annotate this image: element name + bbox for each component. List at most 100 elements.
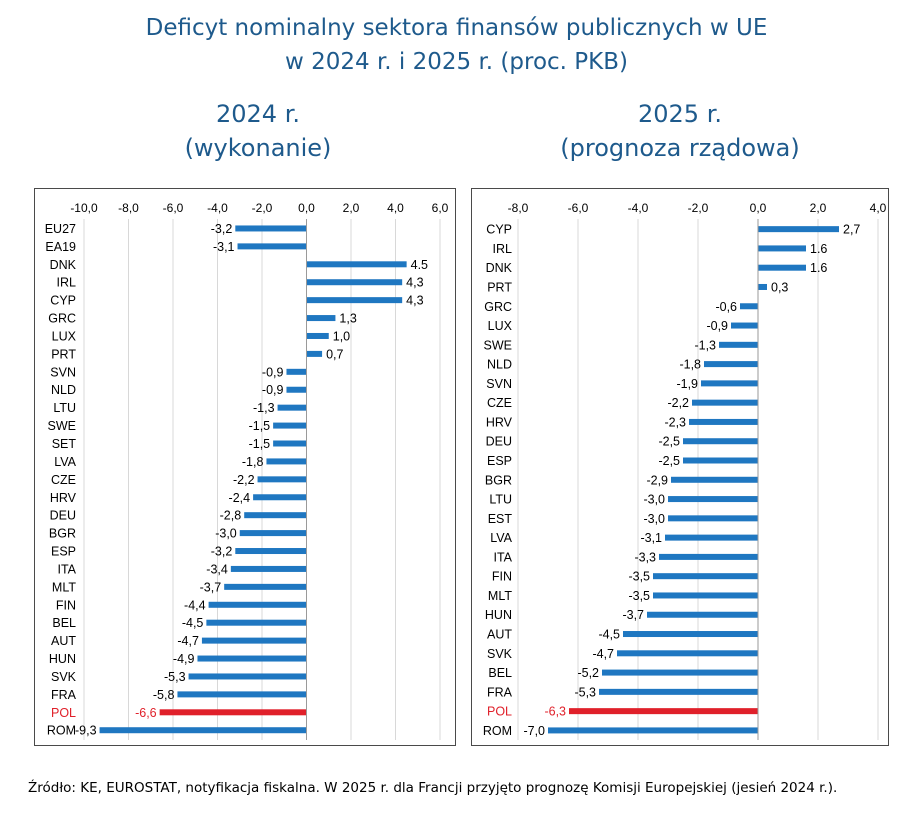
- left-tick-label: -2,0: [252, 201, 273, 215]
- left-category-label: ROM: [47, 724, 76, 738]
- right-tick-label: 0,0: [750, 201, 767, 215]
- right-bar-fra: [599, 688, 758, 695]
- right-bar-mlt: [653, 592, 758, 599]
- left-bar-cyp: [306, 297, 403, 304]
- right-category-label: EST: [488, 512, 513, 526]
- right-value-label: -3,5: [628, 589, 650, 603]
- left-category-label: CYP: [50, 294, 76, 308]
- right-category-label: FIN: [492, 570, 512, 584]
- left-bar-esp: [235, 548, 307, 555]
- left-category-label: LTU: [53, 401, 76, 415]
- left-bar-aut: [201, 637, 307, 644]
- left-bar-pol: [159, 709, 307, 716]
- right-category-label: HRV: [486, 415, 513, 429]
- right-category-label: HUN: [485, 608, 512, 622]
- right-tick-label: 2,0: [810, 201, 827, 215]
- left-bar-prt: [306, 350, 323, 357]
- right-category-label: BGR: [485, 473, 512, 487]
- right-bar-bel: [602, 669, 758, 676]
- right-bar-nld: [704, 361, 758, 368]
- right-category-label: CZE: [487, 396, 512, 410]
- left-value-label: -2,2: [233, 473, 255, 487]
- left-value-label: -1,8: [242, 455, 264, 469]
- right-value-label: -5,2: [577, 666, 599, 680]
- right-value-label: -4,5: [598, 628, 620, 642]
- left-tick-label: -6,0: [163, 201, 184, 215]
- right-value-label: -3,3: [634, 550, 656, 564]
- left-bar-set: [273, 440, 307, 447]
- right-category-label: MLT: [488, 589, 512, 603]
- chart-title-line2: w 2024 r. i 2025 r. (proc. PKB): [284, 49, 628, 75]
- left-value-label: -4,7: [177, 634, 199, 648]
- left-category-label: CZE: [51, 473, 76, 487]
- right-value-label: -3,0: [643, 512, 665, 526]
- left-category-label: NLD: [51, 383, 76, 397]
- right-value-label: -3,5: [628, 570, 650, 584]
- right-category-label: CYP: [486, 223, 512, 237]
- right-value-label: -1,9: [676, 377, 698, 391]
- left-category-label: LVA: [54, 455, 76, 469]
- right-category-label: LVA: [490, 531, 512, 545]
- right-category-label: DNK: [486, 261, 513, 275]
- right-tick-label: -4,0: [628, 201, 649, 215]
- left-tick-label: -4,0: [207, 201, 228, 215]
- left-value-label: -4,4: [184, 598, 206, 612]
- right-category-label: SVN: [486, 377, 512, 391]
- right-value-label: -1,8: [679, 358, 701, 372]
- right-bar-grc: [740, 303, 758, 310]
- left-category-label: IRL: [57, 276, 77, 290]
- right-bar-swe: [719, 341, 758, 348]
- left-bar-mlt: [224, 583, 307, 590]
- right-bar-prt: [758, 283, 767, 290]
- left-bar-eu27: [235, 225, 307, 232]
- right-bar-hun: [647, 611, 758, 618]
- left-bar-ita: [230, 565, 307, 572]
- left-value-label: -3,2: [211, 222, 233, 236]
- left-tick-label: 6,0: [432, 201, 449, 215]
- right-tick-label: -8,0: [508, 201, 529, 215]
- right-bar-svk: [617, 650, 758, 657]
- right-category-label: ROM: [483, 724, 512, 738]
- left-category-label: GRC: [48, 312, 76, 326]
- left-category-label: BEL: [52, 616, 76, 630]
- left-bar-rom: [99, 727, 307, 734]
- left-category-label: AUT: [51, 634, 76, 648]
- right-category-label: FRA: [487, 685, 513, 699]
- left-panel-title-line2: (wykonanie): [184, 134, 332, 162]
- right-value-label: -0,6: [715, 300, 737, 314]
- left-category-label: SVN: [50, 365, 76, 379]
- left-value-label: -2,8: [220, 509, 242, 523]
- right-bar-lva: [665, 534, 758, 541]
- right-value-label: -4,7: [592, 647, 614, 661]
- right-panel-title-line2: (prognoza rządowa): [560, 134, 800, 162]
- left-bar-svk: [188, 673, 307, 680]
- left-bar-grc: [306, 315, 336, 322]
- right-value-label: -2,5: [658, 454, 680, 468]
- left-category-label: SWE: [48, 419, 76, 433]
- left-category-label: HRV: [50, 491, 77, 505]
- left-category-label: LUX: [52, 329, 77, 343]
- right-tick-label: -6,0: [568, 201, 589, 215]
- right-value-label: -1,3: [694, 338, 716, 352]
- right-panel-title-line1: 2025 r.: [638, 100, 722, 128]
- right-category-label: POL: [487, 705, 512, 719]
- right-value-label: 1.6: [810, 261, 827, 275]
- right-category-label: ITA: [493, 550, 512, 564]
- left-category-label: ESP: [51, 545, 76, 559]
- left-bar-fin: [208, 601, 307, 608]
- left-value-label: 4,3: [406, 294, 423, 308]
- left-category-label: POL: [51, 706, 76, 720]
- left-category-label: BGR: [49, 527, 76, 541]
- left-bar-dnk: [306, 261, 407, 268]
- right-bar-svn: [701, 380, 758, 387]
- left-value-label: -4,9: [173, 652, 195, 666]
- left-value-label: -6,6: [135, 706, 157, 720]
- right-value-label: 1.6: [810, 242, 827, 256]
- left-bar-ltu: [277, 404, 307, 411]
- right-category-label: SWE: [484, 338, 512, 352]
- right-bar-deu: [683, 438, 758, 445]
- left-value-label: -1,5: [249, 437, 271, 451]
- left-value-label: -3,1: [213, 240, 235, 254]
- right-bar-est: [668, 515, 758, 522]
- right-value-label: -3,1: [640, 531, 662, 545]
